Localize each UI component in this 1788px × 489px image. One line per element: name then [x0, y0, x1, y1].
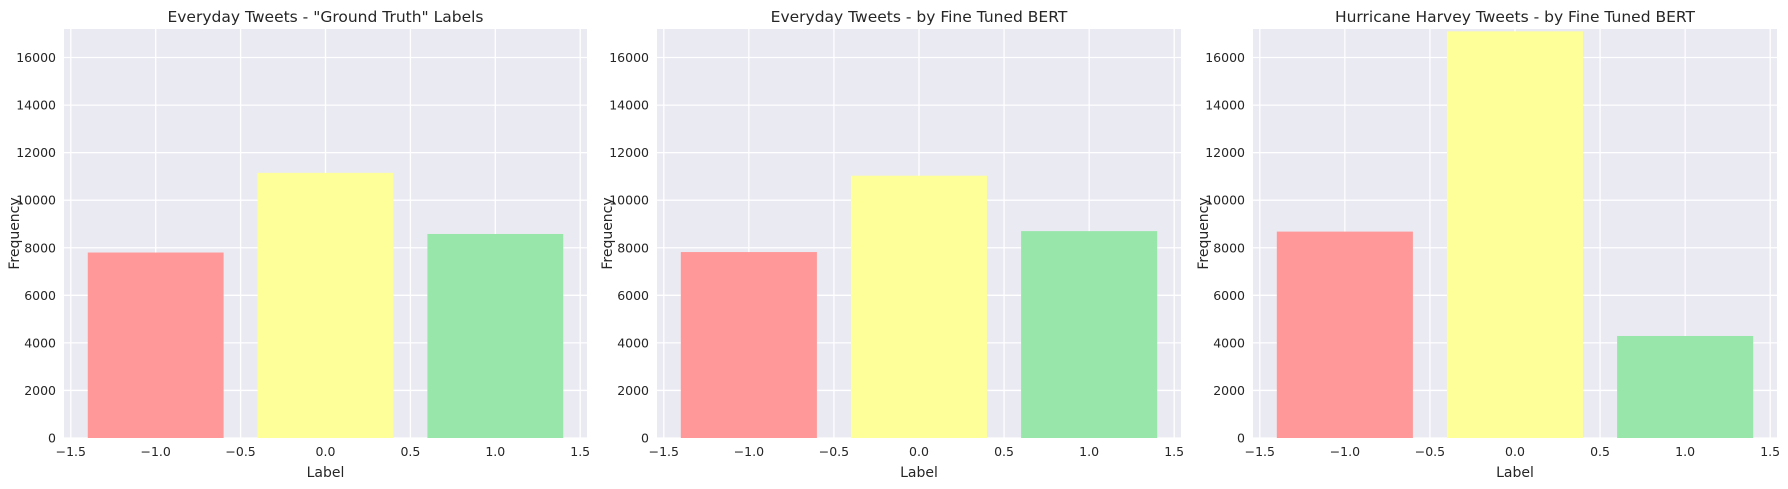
y-tick-label: 12000 [1205, 145, 1245, 160]
y-tick-label: 6000 [24, 288, 56, 303]
y-tick-label: 2000 [24, 383, 56, 398]
y-tick-label: 12000 [16, 145, 56, 160]
chart-title: Everyday Tweets - "Ground Truth" Labels [167, 8, 483, 26]
bar [680, 252, 817, 438]
bar [427, 233, 564, 438]
bar [1446, 31, 1584, 439]
y-axis-label: Frequency [1196, 197, 1212, 269]
y-tick-label: 6000 [617, 288, 649, 303]
x-tick-label: 1.0 [485, 444, 505, 459]
x-tick-label: 0.5 [994, 444, 1014, 459]
y-tick-label: 0 [48, 431, 56, 446]
bar [1617, 335, 1754, 438]
y-tick-label: 4000 [24, 335, 56, 350]
y-tick-label: 2000 [617, 383, 649, 398]
bar [850, 175, 988, 438]
x-tick-label: −0.5 [225, 444, 255, 459]
y-axis-label: Frequency [7, 197, 23, 269]
chart-panel-1: −1.5 −1.0 −0.5 0.0 0.5 1.0 1.5 0 2000 4000 6000 800… [7, 8, 590, 481]
x-tick-label: 1.5 [1164, 444, 1184, 459]
x-tick-label: 1.5 [570, 444, 590, 459]
y-tick-label: 4000 [617, 335, 649, 350]
x-tick-label: −1.0 [141, 444, 171, 459]
x-tick-label: −1.5 [649, 444, 679, 459]
x-tick-label: −1.0 [734, 444, 764, 459]
y-tick-label: 12000 [609, 145, 649, 160]
x-tick-label: 0.0 [909, 444, 929, 459]
y-tick-label: 16000 [609, 50, 649, 65]
bar [257, 172, 394, 438]
y-tick-label: 14000 [609, 98, 649, 113]
bar [1021, 231, 1158, 438]
x-axis-label: Label [1496, 465, 1534, 481]
y-tick-label: 6000 [1213, 288, 1245, 303]
chart-title: Everyday Tweets - by Fine Tuned BERT [771, 8, 1068, 26]
y-tick-label: 10000 [609, 193, 649, 208]
x-tick-label: −0.5 [819, 444, 849, 459]
chart-panel-2: −1.5 −1.0 −0.5 0.0 0.5 1.0 1.5 0 2000 4000 6000 800… [600, 8, 1184, 481]
x-tick-label: 0.5 [1590, 444, 1610, 459]
y-tick-label: 10000 [16, 193, 56, 208]
x-axis-label: Label [900, 465, 938, 481]
y-tick-label: 8000 [1213, 240, 1245, 255]
x-tick-label: −1.5 [56, 444, 86, 459]
y-axis-label: Frequency [600, 197, 616, 269]
chart-panel-3: −1.5 −1.0 −0.5 0.0 0.5 1.0 1.5 0 2000 4000 6000 800… [1196, 8, 1780, 481]
y-tick-label: 8000 [617, 240, 649, 255]
y-tick-label: 10000 [1205, 193, 1245, 208]
chart-title: Hurricane Harvey Tweets - by Fine Tuned … [1335, 8, 1696, 26]
y-tick-label: 16000 [1205, 50, 1245, 65]
x-axis-label: Label [307, 465, 345, 481]
x-tick-label: 0.0 [316, 444, 336, 459]
y-tick-label: 4000 [1213, 335, 1245, 350]
y-tick-label: 14000 [16, 98, 56, 113]
y-tick-label: 8000 [24, 240, 56, 255]
y-tick-label: 0 [641, 431, 649, 446]
x-tick-label: −1.5 [1245, 444, 1275, 459]
x-tick-label: 0.5 [400, 444, 420, 459]
x-tick-label: 1.5 [1760, 444, 1780, 459]
x-tick-label: 1.0 [1079, 444, 1099, 459]
x-tick-label: 1.0 [1675, 444, 1695, 459]
bar [87, 252, 224, 438]
y-tick-label: 0 [1237, 431, 1245, 446]
x-tick-label: −0.5 [1415, 444, 1445, 459]
bar [1276, 231, 1413, 438]
x-tick-label: −1.0 [1330, 444, 1360, 459]
y-tick-label: 2000 [1213, 383, 1245, 398]
y-tick-label: 16000 [16, 50, 56, 65]
y-tick-label: 14000 [1205, 98, 1245, 113]
x-tick-label: 0.0 [1505, 444, 1525, 459]
